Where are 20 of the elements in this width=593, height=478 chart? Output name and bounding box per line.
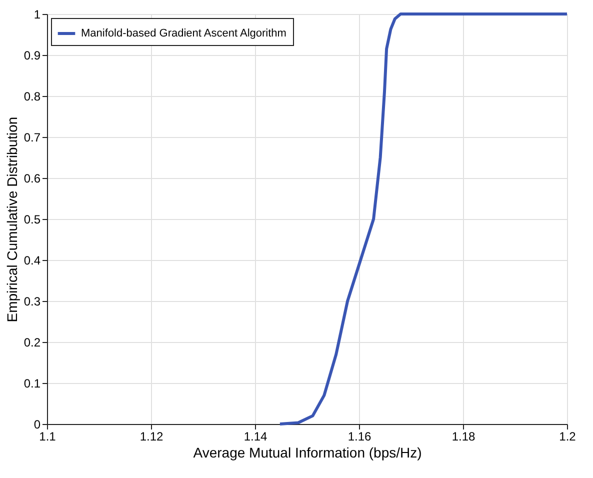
y-tick-label: 0.3 [24,294,41,308]
y-tick-label: 0.4 [24,254,41,268]
x-tick-label: 1.18 [452,430,476,444]
y-tick-label: 0.2 [24,336,41,350]
y-axis-title: Empirical Cumulative Distribution [4,116,20,322]
y-tick-label: 0.8 [24,90,41,104]
x-tick-label: 1.12 [140,430,164,444]
x-tick-label: 1.2 [559,430,576,444]
y-tick-label: 0.1 [24,376,41,390]
y-tick-label: 0.7 [24,130,41,144]
y-tick-label: 0.9 [24,48,41,62]
x-tick-label: 1.1 [39,430,56,444]
y-tick-label: 1 [34,8,41,22]
legend-label: Manifold-based Gradient Ascent Algorithm [81,28,286,40]
x-tick-label: 1.16 [348,430,372,444]
y-tick-label: 0.6 [24,172,41,186]
y-tick-label: 0.5 [24,212,41,226]
x-tick-label: 1.14 [244,430,268,444]
x-axis-title: Average Mutual Information (bps/Hz) [193,444,422,460]
y-tick-label: 0 [34,418,41,432]
